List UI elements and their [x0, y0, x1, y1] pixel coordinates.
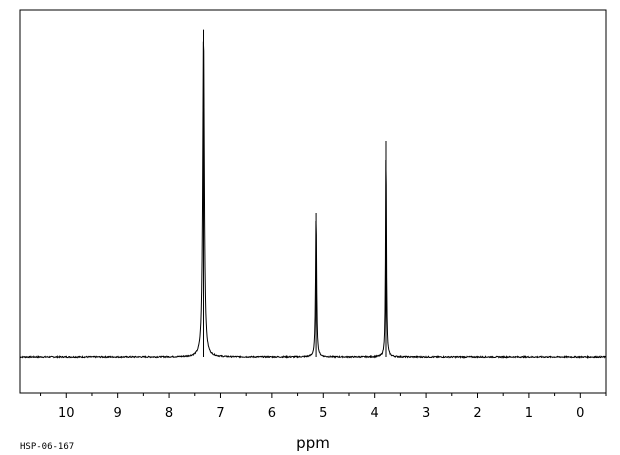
spectrum-line [19, 41, 607, 360]
x-tick-label: 2 [473, 406, 481, 421]
x-tick-label: 6 [268, 406, 276, 421]
x-tick-label: 5 [319, 406, 327, 421]
x-axis-title: ppm [296, 434, 330, 452]
spectrum-code-label: HSP-06-167 [20, 442, 74, 452]
x-tick-label: 9 [114, 406, 122, 421]
x-axis-ticks [40, 393, 607, 398]
x-axis-tick-labels: 10 9 8 7 6 5 4 3 2 1 0 [58, 406, 584, 421]
x-tick-label: 7 [216, 406, 224, 421]
x-tick-label: 1 [525, 406, 533, 421]
x-tick-label: 10 [58, 406, 75, 421]
x-tick-label: 8 [165, 406, 173, 421]
plot-frame [19, 9, 607, 394]
x-tick-label: 0 [576, 406, 584, 421]
x-tick-label: 3 [422, 406, 430, 421]
x-tick-label: 4 [371, 406, 379, 421]
